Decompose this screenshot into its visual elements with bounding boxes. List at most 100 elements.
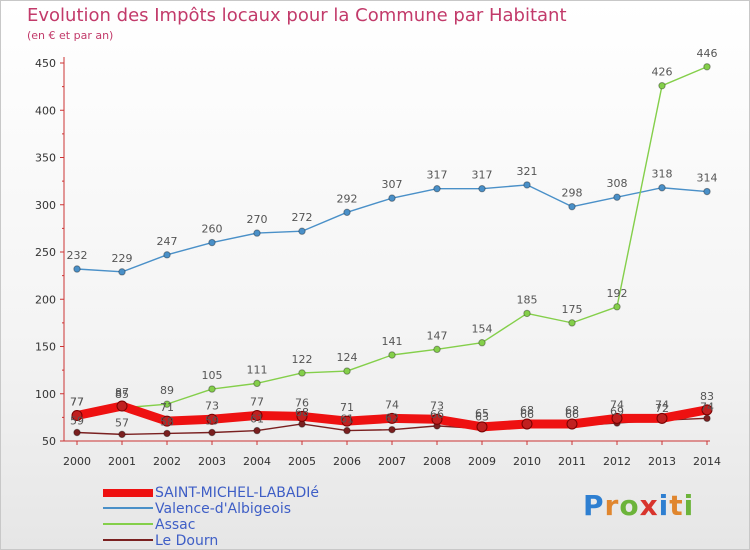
- data-point: [658, 81, 666, 90]
- data-label: 63: [475, 411, 489, 424]
- logo-letter: o: [619, 489, 640, 522]
- data-label: 74: [700, 400, 714, 413]
- data-label: 74: [610, 398, 624, 411]
- x-tick-label: 2004: [243, 455, 271, 468]
- data-point: [208, 428, 216, 437]
- data-point: [343, 426, 351, 435]
- data-point: [613, 303, 621, 311]
- data-label: 272: [292, 211, 313, 224]
- logo-letter: t: [669, 489, 684, 522]
- data-label: 66: [565, 408, 579, 421]
- data-label: 308: [607, 177, 628, 190]
- data-label: 77: [70, 395, 84, 408]
- data-point: [388, 425, 396, 434]
- data-point: [386, 412, 398, 424]
- data-label: 68: [295, 406, 309, 419]
- data-label: 66: [520, 408, 534, 421]
- legend-label: SAINT-MICHEL-LABADIé: [155, 485, 320, 501]
- data-point: [703, 187, 711, 196]
- data-label: 317: [472, 169, 493, 182]
- data-point: [71, 409, 83, 421]
- y-tick-label: 450: [35, 57, 56, 70]
- data-point: [388, 194, 396, 202]
- series-layer: [71, 63, 713, 439]
- data-point: [298, 369, 306, 377]
- proxiti-logo: Proxiti: [583, 489, 694, 522]
- data-label: 321: [517, 165, 538, 178]
- x-tick-label: 2007: [378, 455, 406, 468]
- data-label: 298: [562, 187, 583, 200]
- x-tick-label: 2013: [648, 455, 676, 468]
- data-point: [476, 421, 488, 433]
- data-point: [388, 351, 396, 359]
- data-point: [116, 400, 128, 412]
- data-point: [566, 418, 578, 430]
- data-point: [208, 385, 216, 393]
- data-label: 71: [160, 401, 174, 414]
- data-label: 87: [115, 386, 129, 399]
- data-label: 292: [337, 192, 358, 205]
- data-point: [163, 251, 171, 259]
- data-label: 68: [520, 404, 534, 417]
- data-label: 73: [430, 399, 444, 412]
- data-point: [478, 339, 486, 347]
- y-tick-label: 50: [42, 435, 56, 448]
- data-point: [163, 429, 171, 438]
- data-label: 83: [700, 390, 714, 403]
- data-label: 192: [607, 287, 628, 300]
- data-point: [523, 181, 531, 189]
- data-point: [521, 418, 533, 430]
- x-tick-label: 2002: [153, 455, 181, 468]
- data-point: [163, 400, 171, 408]
- legend-item-le-dourn: Le Dourn: [103, 533, 363, 549]
- x-tick-label: 2010: [513, 455, 541, 468]
- data-point: [161, 415, 173, 427]
- x-tick-label: 2008: [423, 455, 451, 468]
- y-tick-label: 350: [35, 152, 56, 165]
- data-label: 426: [652, 66, 673, 79]
- data-point: [703, 63, 711, 71]
- legend-swatch: [103, 507, 153, 509]
- logo-letter: x: [639, 489, 659, 522]
- data-point: [73, 428, 81, 437]
- data-point: [568, 319, 576, 327]
- data-label: 73: [205, 399, 219, 412]
- data-point: [523, 309, 531, 318]
- data-point: [251, 409, 263, 421]
- data-labels-layer: 232 229 247 260 270 272 292 307 317 317 321 298 308 3…: [67, 47, 718, 430]
- chart-subtitle: (en € et par an): [27, 29, 114, 42]
- data-point: [118, 268, 126, 276]
- data-label: 105: [202, 369, 223, 382]
- data-label: 77: [250, 395, 264, 408]
- data-label: 74: [655, 398, 669, 411]
- x-tick-label: 2011: [558, 455, 586, 468]
- data-label: 66: [430, 408, 444, 421]
- legend-swatch: [103, 539, 153, 541]
- legend-label: Valence-d'Albigeois: [155, 501, 292, 517]
- data-point: [298, 227, 306, 235]
- data-label: 122: [292, 353, 313, 366]
- data-label: 317: [427, 169, 448, 182]
- data-point: [118, 430, 126, 439]
- data-point: [703, 414, 711, 423]
- data-label: 69: [610, 405, 624, 418]
- legend-label: Le Dourn: [155, 533, 219, 549]
- legend-item-saint-michel: SAINT-MICHEL-LABADIé: [103, 485, 363, 501]
- legend-item-assac: Assac: [103, 517, 363, 533]
- logo-letter: P: [583, 489, 605, 522]
- data-label: 58: [160, 415, 174, 428]
- data-label: 57: [115, 416, 129, 429]
- data-label: 232: [67, 249, 88, 262]
- data-label: 61: [250, 413, 264, 426]
- data-point: [431, 413, 443, 425]
- data-label: 59: [70, 414, 84, 427]
- x-tick-label: 2009: [468, 455, 496, 468]
- data-label: 175: [562, 303, 583, 316]
- data-point: [658, 184, 666, 192]
- data-label: 270: [247, 213, 268, 226]
- data-point: [433, 184, 441, 193]
- logo-letter: i: [683, 489, 695, 522]
- y-tick-label: 300: [35, 199, 56, 212]
- x-tick-label: 2003: [198, 455, 226, 468]
